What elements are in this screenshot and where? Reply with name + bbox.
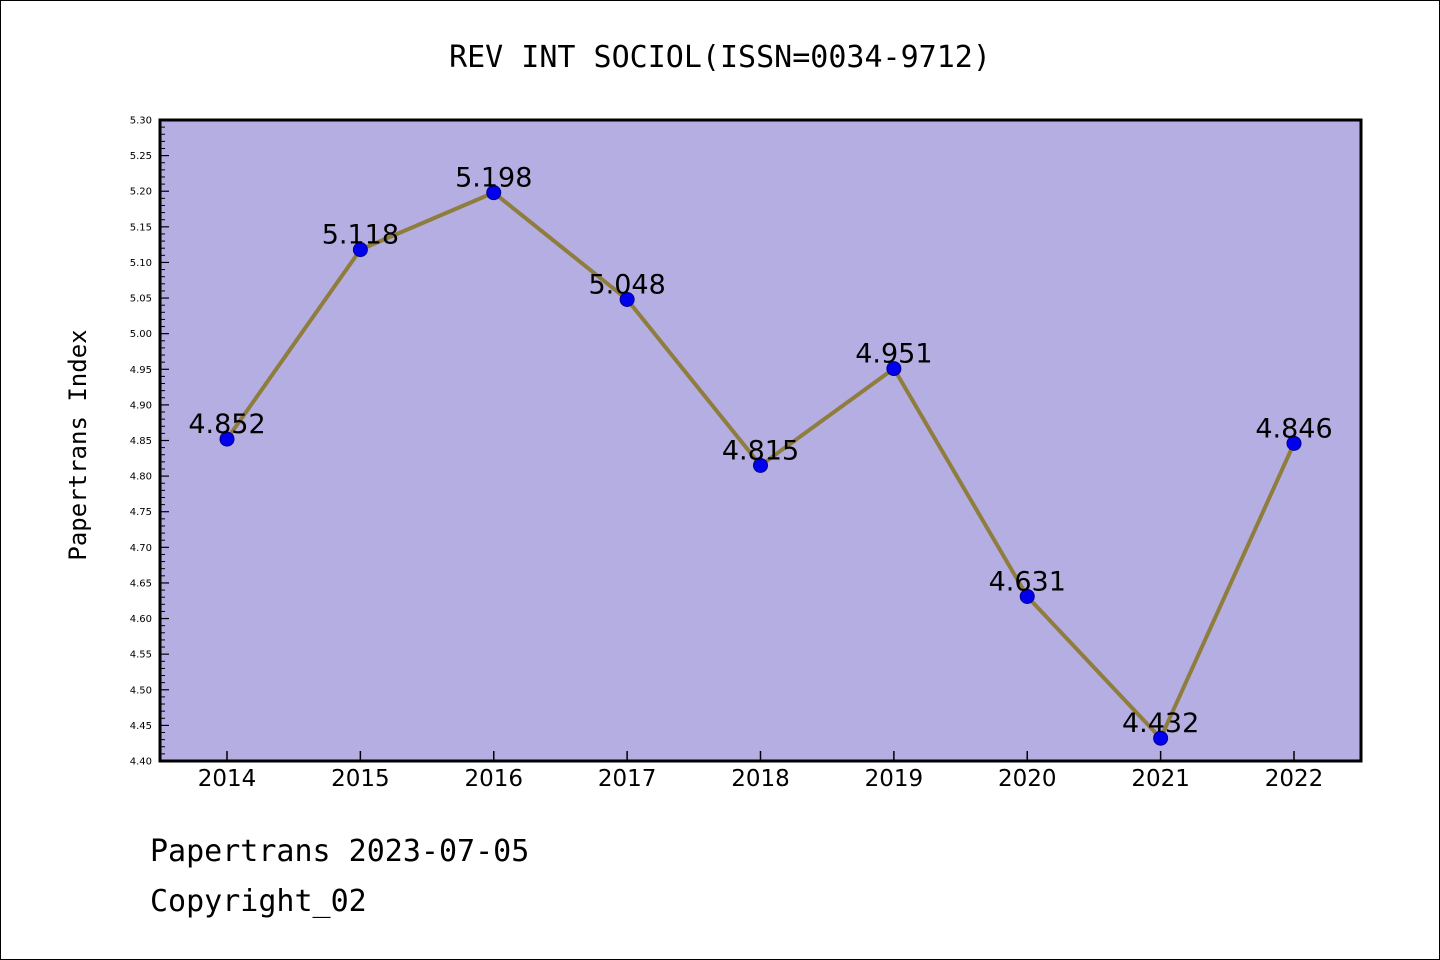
data-label: 4.631 xyxy=(989,566,1066,597)
data-point xyxy=(619,291,635,307)
data-point xyxy=(886,361,902,377)
x-tick-label: 2017 xyxy=(598,766,657,792)
plot-area xyxy=(158,118,1363,763)
x-tick-label: 2020 xyxy=(998,766,1057,792)
data-label: 4.432 xyxy=(1122,708,1199,739)
x-tick-label: 2014 xyxy=(198,766,257,792)
y-tick-label: 5.20 xyxy=(130,187,152,198)
y-tick-label: 5.00 xyxy=(130,329,152,340)
data-point xyxy=(1153,730,1169,746)
y-tick-label: 5.15 xyxy=(130,222,152,233)
y-tick-label: 4.40 xyxy=(130,757,152,768)
x-tick-label: 2018 xyxy=(731,766,790,792)
data-label: 5.048 xyxy=(588,269,665,300)
data-label: 5.198 xyxy=(455,163,532,194)
y-tick-label: 4.60 xyxy=(130,614,152,625)
data-point xyxy=(352,242,368,258)
y-tick-label: 4.70 xyxy=(130,543,152,554)
x-tick-label: 2016 xyxy=(464,766,523,792)
y-tick-label: 4.80 xyxy=(130,472,152,483)
y-tick-label: 4.65 xyxy=(130,578,152,589)
data-point xyxy=(1286,435,1302,451)
data-label: 5.118 xyxy=(322,220,399,251)
data-point xyxy=(219,431,235,447)
data-point xyxy=(1019,588,1035,604)
y-tick-label: 5.10 xyxy=(130,258,152,269)
y-tick-label: 4.45 xyxy=(130,721,152,732)
data-label: 4.846 xyxy=(1255,413,1332,444)
y-tick-label: 5.25 xyxy=(130,151,152,162)
footer-copyright: Copyright_02 xyxy=(150,884,367,919)
y-tick-label: 4.50 xyxy=(130,685,152,696)
data-point xyxy=(486,185,502,201)
x-tick-label: 2021 xyxy=(1131,766,1190,792)
y-tick-label: 4.90 xyxy=(130,400,152,411)
data-label: 4.852 xyxy=(188,409,265,440)
data-label: 4.951 xyxy=(855,339,932,370)
chart-title: REV INT SOCIOL(ISSN=0034-9712) xyxy=(449,40,991,75)
y-axis-label: Papertrans Index xyxy=(64,329,92,560)
x-tick-label: 2015 xyxy=(331,766,390,792)
data-label: 4.815 xyxy=(722,435,799,466)
footer-date: Papertrans 2023-07-05 xyxy=(150,834,530,869)
y-tick-label: 4.75 xyxy=(130,507,152,518)
y-tick-label: 5.30 xyxy=(130,116,152,127)
x-axis: 2014 2015 2016 2017 2018 2019 2020 2021 2022 xyxy=(198,751,1324,792)
y-axis: 4.40 4.45 4.50 4.55 4.60 4.65 4.70 4.75 4.80 4.85… xyxy=(130,116,169,768)
y-tick-label: 4.95 xyxy=(130,365,152,376)
data-labels: 4.852 5.118 5.198 5.048 4.815 4.951 4.631 4.432… xyxy=(188,163,1332,740)
y-tick-label: 5.05 xyxy=(130,294,152,305)
y-tick-label: 4.85 xyxy=(130,436,152,447)
x-tick-label: 2019 xyxy=(865,766,924,792)
data-points xyxy=(219,185,1302,746)
y-tick-label: 4.55 xyxy=(130,650,152,661)
x-tick-label: 2022 xyxy=(1265,766,1324,792)
data-point xyxy=(753,457,768,473)
